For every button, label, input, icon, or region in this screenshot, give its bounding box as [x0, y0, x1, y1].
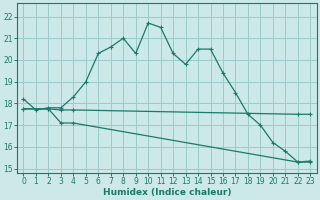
X-axis label: Humidex (Indice chaleur): Humidex (Indice chaleur) [103, 188, 231, 197]
